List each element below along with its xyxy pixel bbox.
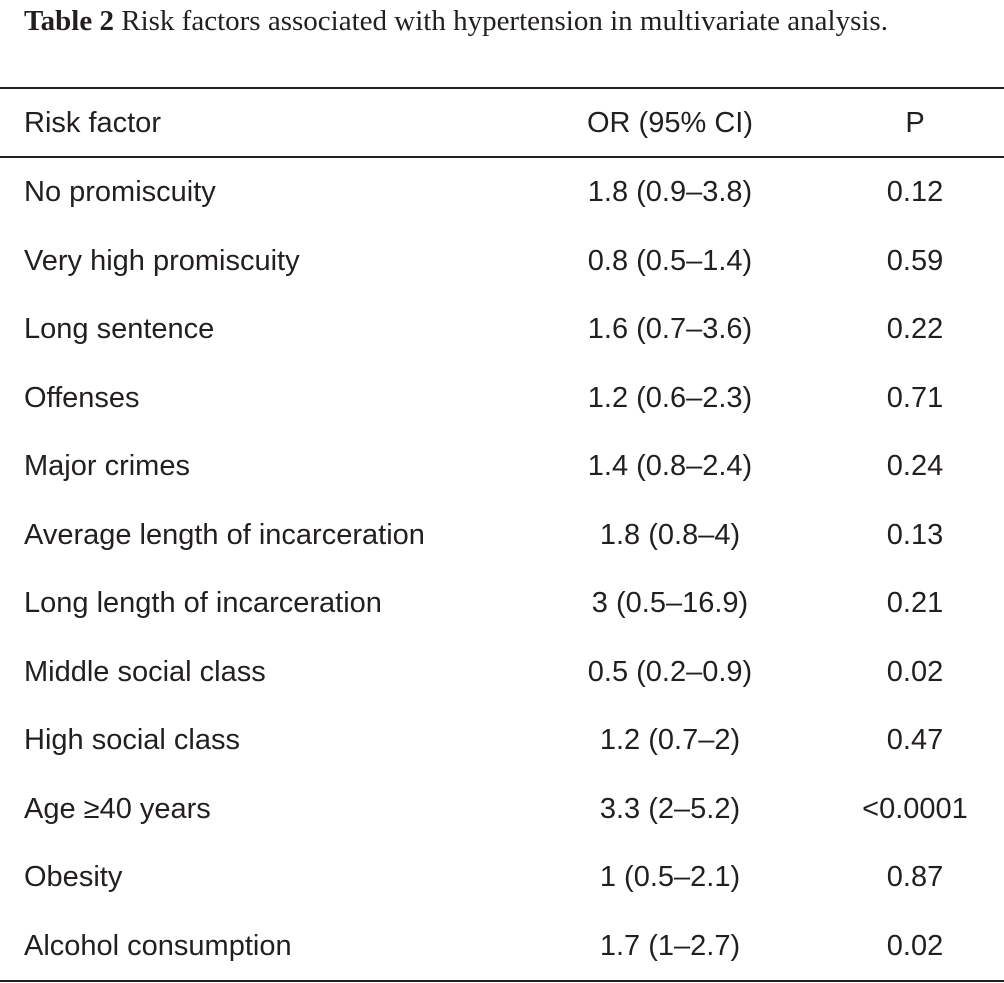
cell-odds-ratio: 1.8 (0.9–3.8) bbox=[587, 176, 753, 208]
table-row: Obesity 1 (0.5–2.1) 0.87 bbox=[0, 843, 1004, 911]
table-caption: Table 2 Risk factors associated with hyp… bbox=[24, 0, 980, 43]
table-row: Long sentence 1.6 (0.7–3.6) 0.22 bbox=[0, 295, 1004, 363]
cell-odds-ratio: 0.5 (0.2–0.9) bbox=[587, 655, 753, 688]
table-caption-text: Risk factors associated with hypertensio… bbox=[121, 5, 888, 37]
table-row: Middle social class 0.5 (0.2–0.9) 0.02 bbox=[0, 638, 1004, 706]
cell-p-value: 0.59 bbox=[886, 244, 944, 277]
cell-odds-ratio: 0.8 (0.5–1.4) bbox=[587, 244, 753, 277]
cell-risk-factor: Average length of incarceration bbox=[24, 518, 425, 551]
table-top-rule bbox=[0, 87, 1004, 89]
cell-odds-ratio: 3.3 (2–5.2) bbox=[599, 792, 741, 825]
cell-risk-factor: Age ≥40 years bbox=[24, 792, 211, 825]
cell-p-value: 0.02 bbox=[886, 929, 944, 962]
cell-p-value: 0.22 bbox=[886, 313, 944, 345]
table-row: Major crimes 1.4 (0.8–2.4) 0.24 bbox=[0, 432, 1004, 500]
cell-risk-factor: Very high promiscuity bbox=[24, 244, 300, 277]
table-row: Age ≥40 years 3.3 (2–5.2) <0.0001 bbox=[0, 775, 1004, 843]
table-row: Long length of incarceration 3 (0.5–16.9)… bbox=[0, 569, 1004, 637]
cell-odds-ratio: 1.4 (0.8–2.4) bbox=[587, 450, 753, 482]
cell-odds-ratio: 1.7 (1–2.7) bbox=[599, 929, 741, 962]
cell-p-value: 0.21 bbox=[886, 587, 944, 619]
cell-odds-ratio: 3 (0.5–16.9) bbox=[591, 587, 749, 619]
cell-p-value: 0.24 bbox=[886, 450, 944, 482]
cell-p-value: 0.02 bbox=[886, 655, 944, 688]
cell-risk-factor: Obesity bbox=[24, 861, 123, 893]
cell-p-value: 0.71 bbox=[886, 381, 944, 414]
cell-odds-ratio: 1.2 (0.6–2.3) bbox=[587, 381, 753, 414]
cell-risk-factor: Long sentence bbox=[24, 313, 215, 345]
cell-risk-factor: Long length of incarceration bbox=[24, 587, 382, 619]
table-row: Average length of incarceration 1.8 (0.8–… bbox=[0, 501, 1004, 569]
header-p-value: P bbox=[905, 107, 925, 139]
cell-p-value: 0.87 bbox=[886, 861, 944, 893]
cell-odds-ratio: 1.8 (0.8–4) bbox=[599, 518, 741, 551]
cell-odds-ratio: 1 (0.5–2.1) bbox=[599, 861, 741, 893]
table-row: No promiscuity 1.8 (0.9–3.8) 0.12 bbox=[0, 158, 1004, 226]
cell-p-value: 0.47 bbox=[886, 724, 944, 756]
cell-odds-ratio: 1.2 (0.7–2) bbox=[599, 724, 741, 756]
cell-risk-factor: Middle social class bbox=[24, 655, 266, 688]
table-header-rule bbox=[0, 156, 1004, 158]
cell-risk-factor: High social class bbox=[24, 724, 240, 756]
table-row: Alcohol consumption 1.7 (1–2.7) 0.02 bbox=[0, 912, 1004, 980]
cell-p-value: 0.12 bbox=[886, 176, 944, 208]
cell-p-value: 0.13 bbox=[886, 518, 944, 551]
cell-p-value: <0.0001 bbox=[862, 792, 968, 825]
table-row: Offenses 1.2 (0.6–2.3) 0.71 bbox=[0, 364, 1004, 432]
table-row: Very high promiscuity 0.8 (0.5–1.4) 0.59 bbox=[0, 227, 1004, 295]
cell-risk-factor: Major crimes bbox=[24, 450, 190, 482]
cell-risk-factor: Offenses bbox=[24, 381, 140, 414]
table-bottom-rule bbox=[0, 980, 1004, 982]
table-row: High social class 1.2 (0.7–2) 0.47 bbox=[0, 706, 1004, 774]
cell-risk-factor: No promiscuity bbox=[24, 176, 216, 208]
cell-odds-ratio: 1.6 (0.7–3.6) bbox=[587, 313, 753, 345]
table-label: Table 2 bbox=[24, 5, 114, 37]
cell-risk-factor: Alcohol consumption bbox=[24, 929, 292, 962]
table-header-row: Risk factor OR (95% CI) P bbox=[0, 89, 1004, 157]
header-odds-ratio: OR (95% CI) bbox=[587, 107, 753, 139]
header-risk-factor: Risk factor bbox=[24, 107, 161, 139]
